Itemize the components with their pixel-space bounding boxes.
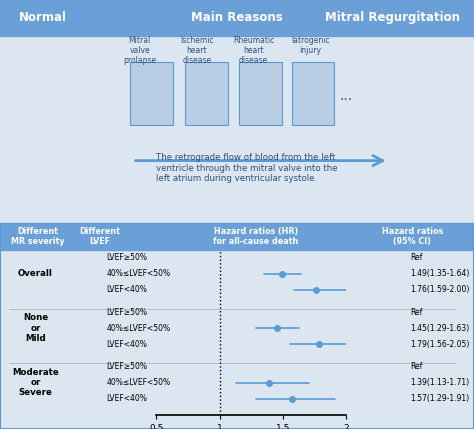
Text: Hazard ratios (HR)
for all-cause death: Hazard ratios (HR) for all-cause death: [213, 227, 299, 246]
Text: 1.76(1.59-2.00): 1.76(1.59-2.00): [410, 285, 469, 294]
Text: LVEF<40%: LVEF<40%: [107, 340, 147, 349]
Text: Ref: Ref: [410, 254, 422, 263]
Text: Mitral
valve
prolapse: Mitral valve prolapse: [123, 36, 156, 66]
Text: Different
LVEF: Different LVEF: [79, 227, 120, 246]
Text: Different
MR severity: Different MR severity: [11, 227, 65, 246]
Text: None
or
Mild: None or Mild: [23, 313, 48, 343]
FancyArrowPatch shape: [136, 156, 383, 166]
Text: LVEF<40%: LVEF<40%: [107, 285, 147, 294]
Bar: [130, 63, 173, 125]
Text: 1.45(1.29-1.63): 1.45(1.29-1.63): [410, 324, 469, 333]
Text: LVEF<40%: LVEF<40%: [107, 394, 147, 403]
Text: The retrograde flow of blood from the left
ventricle through the mitral valve in: The retrograde flow of blood from the le…: [156, 153, 338, 183]
Text: Iatrogenic
injury: Iatrogenic injury: [291, 36, 330, 55]
Text: Main Reasons: Main Reasons: [191, 11, 283, 24]
Text: LVEF≥50%: LVEF≥50%: [107, 254, 147, 263]
Bar: [239, 63, 282, 125]
Bar: [0, 0, 474, 36]
Text: 40%≤LVEF<50%: 40%≤LVEF<50%: [107, 324, 171, 333]
Bar: [185, 63, 228, 125]
Text: Hazard ratios
(95% CI): Hazard ratios (95% CI): [382, 227, 443, 246]
Text: ...: ...: [339, 89, 353, 103]
Text: 1.79(1.56-2.05): 1.79(1.56-2.05): [410, 340, 469, 349]
Text: LVEF≥50%: LVEF≥50%: [107, 308, 147, 317]
Bar: [0, 223, 474, 250]
Text: 40%≤LVEF<50%: 40%≤LVEF<50%: [107, 378, 171, 387]
Text: 1.39(1.13-1.71): 1.39(1.13-1.71): [410, 378, 469, 387]
Text: LVEF≥50%: LVEF≥50%: [107, 362, 147, 371]
Text: Moderate
or
Severe: Moderate or Severe: [12, 368, 59, 398]
Text: 1.49(1.35-1.64): 1.49(1.35-1.64): [410, 269, 469, 278]
Text: Rheumatic
heart
disease: Rheumatic heart disease: [233, 36, 274, 66]
Text: Ref: Ref: [410, 362, 422, 371]
Bar: [292, 63, 334, 125]
Text: Ref: Ref: [410, 308, 422, 317]
Text: Overall: Overall: [18, 269, 53, 278]
Text: 40%≤LVEF<50%: 40%≤LVEF<50%: [107, 269, 171, 278]
Text: Mitral Regurgitation: Mitral Regurgitation: [325, 11, 460, 24]
Text: Normal: Normal: [19, 11, 67, 24]
Text: Ischemic
heart
disease: Ischemic heart disease: [180, 36, 213, 66]
Text: 1.57(1.29-1.91): 1.57(1.29-1.91): [410, 394, 469, 403]
